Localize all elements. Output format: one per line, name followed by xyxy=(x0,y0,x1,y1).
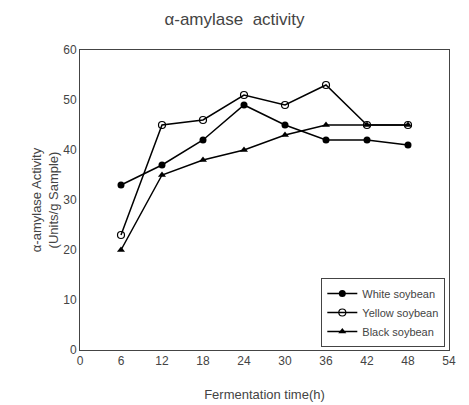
svg-text:30: 30 xyxy=(278,354,292,368)
svg-text:60: 60 xyxy=(63,43,77,57)
svg-text:Black soybean: Black soybean xyxy=(362,326,434,338)
svg-text:18: 18 xyxy=(196,354,210,368)
svg-text:54: 54 xyxy=(442,354,456,368)
svg-text:6: 6 xyxy=(118,354,125,368)
svg-text:48: 48 xyxy=(401,354,415,368)
svg-text:Fermentation time(h): Fermentation time(h) xyxy=(204,387,325,402)
svg-text:0: 0 xyxy=(77,354,84,368)
svg-text:42: 42 xyxy=(360,354,374,368)
svg-text:50: 50 xyxy=(63,93,77,107)
svg-text:24: 24 xyxy=(237,354,251,368)
svg-text:α-amylase Activity(Units/g Sam: α-amylase Activity(Units/g Sample) xyxy=(29,147,61,252)
svg-text:20: 20 xyxy=(63,243,77,257)
svg-text:0: 0 xyxy=(70,343,77,357)
svg-text:White soybean: White soybean xyxy=(362,288,435,300)
svg-text:α-amylase activity: α-amylase activity xyxy=(164,10,305,29)
svg-text:12: 12 xyxy=(155,354,169,368)
svg-text:10: 10 xyxy=(63,293,77,307)
svg-text:30: 30 xyxy=(63,193,77,207)
svg-text:40: 40 xyxy=(63,143,77,157)
svg-text:Yellow soybean: Yellow soybean xyxy=(362,307,438,319)
svg-text:36: 36 xyxy=(319,354,333,368)
